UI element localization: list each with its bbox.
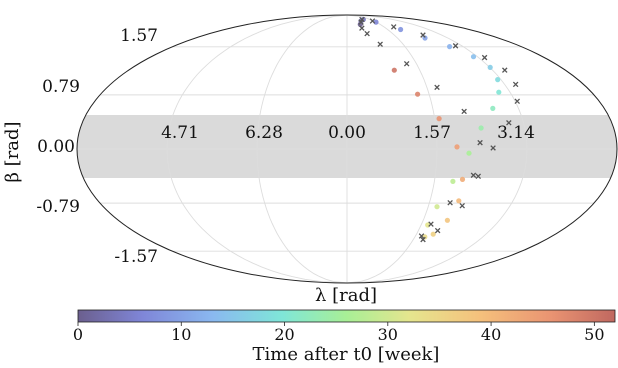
data-point-circle xyxy=(415,91,421,97)
y-axis-label: β [rad] xyxy=(2,121,23,182)
data-point-cross xyxy=(359,16,365,23)
data-point-circle xyxy=(490,105,496,111)
data-point-cross xyxy=(390,24,397,30)
data-point-cross xyxy=(512,81,519,88)
data-point-cross xyxy=(470,172,477,178)
data-point-cross xyxy=(418,233,425,239)
lat-tick-label: 0.79 xyxy=(42,77,80,97)
lon-tick-label: 3.14 xyxy=(497,123,535,143)
data-point-cross xyxy=(420,32,426,38)
data-point-cross xyxy=(420,236,426,243)
x-axis-label: λ [rad] xyxy=(315,285,377,306)
mollweide-map: 4.71 6.28 0.00 1.57 3.14 1.57 0.79 0.00 … xyxy=(2,14,618,306)
data-point-cross xyxy=(459,202,465,209)
data-point-circle xyxy=(454,144,460,150)
colorbar-tick-label: 40 xyxy=(481,325,501,344)
data-point-circle xyxy=(456,198,462,204)
lat-tick-label: -1.57 xyxy=(114,247,158,267)
data-point-cross xyxy=(364,30,370,37)
colorbar-tick-label: 30 xyxy=(378,325,398,344)
lon-tick-label: 0.00 xyxy=(328,123,366,143)
data-point-circle xyxy=(495,77,501,83)
data-point-circle xyxy=(496,89,502,95)
data-point-cross xyxy=(461,108,467,115)
data-point-circle xyxy=(434,204,440,210)
cross-series xyxy=(358,16,520,243)
data-point-circle xyxy=(447,44,453,50)
colorbar-ticks: 0 10 20 30 40 50 xyxy=(73,322,605,344)
data-point-cross xyxy=(359,25,365,31)
circle-series xyxy=(357,16,502,240)
data-point-cross xyxy=(475,173,482,180)
longitude-tick-labels: 4.71 6.28 0.00 1.57 3.14 xyxy=(161,123,535,143)
data-point-cross xyxy=(447,200,453,206)
data-point-circle xyxy=(430,231,436,237)
data-point-circle xyxy=(373,19,379,25)
data-point-circle xyxy=(487,64,493,70)
data-point-circle xyxy=(450,178,456,184)
latitude-tick-labels: 1.57 0.79 0.00 -0.79 -1.57 xyxy=(36,26,158,267)
colorbar-label: Time after t0 [week] xyxy=(253,344,440,365)
data-point-cross xyxy=(403,61,410,67)
colorbar-gradient xyxy=(77,309,616,323)
data-point-circle xyxy=(444,217,450,223)
data-point-cross xyxy=(490,145,496,151)
colorbar-tick-label: 20 xyxy=(274,325,294,344)
data-point-cross xyxy=(434,84,440,91)
colorbar-tick-label: 10 xyxy=(171,325,191,344)
data-point-cross xyxy=(377,41,383,47)
data-point-cross xyxy=(428,221,434,227)
data-point-cross xyxy=(477,139,483,146)
data-point-cross xyxy=(452,43,459,49)
data-point-circle xyxy=(478,125,484,131)
data-point-cross xyxy=(506,120,512,126)
data-point-cross xyxy=(481,54,488,61)
data-point-cross xyxy=(434,227,441,234)
lon-tick-label: 1.57 xyxy=(413,123,451,143)
lat-tick-label: -0.79 xyxy=(36,197,80,217)
data-point-circle xyxy=(422,35,428,41)
lat-tick-label: 1.57 xyxy=(120,26,158,46)
data-point-circle xyxy=(459,176,466,182)
data-point-cross xyxy=(501,67,508,73)
lon-tick-label: 6.28 xyxy=(245,123,283,143)
data-point-cross xyxy=(514,98,520,105)
colorbar-tick-label: 0 xyxy=(73,325,83,344)
graticule-grid xyxy=(77,15,617,283)
data-point-circle xyxy=(391,67,397,73)
data-point-cross xyxy=(369,18,376,24)
lat-tick-label: 0.00 xyxy=(37,137,75,157)
data-point-circle xyxy=(470,54,477,60)
colorbar: 0 10 20 30 40 50 Time after t0 [week] xyxy=(73,309,616,365)
data-point-circle xyxy=(436,116,442,122)
map-boundary xyxy=(76,14,618,284)
data-point-circle xyxy=(466,150,472,156)
lon-tick-label: 4.71 xyxy=(161,123,199,143)
colorbar-tick-label: 50 xyxy=(584,325,604,344)
data-point-circle xyxy=(398,26,404,33)
